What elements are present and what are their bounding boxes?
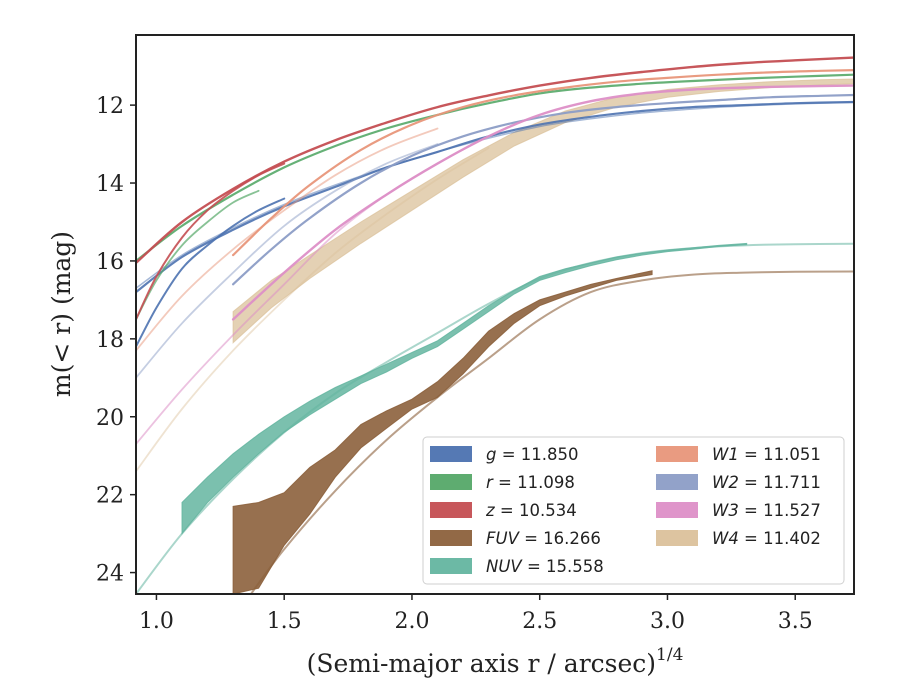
series-line-g-2: [136, 197, 286, 348]
y-tick-label: 20: [96, 406, 124, 431]
y-axis: 12 14 16 18 20 22 24: [96, 94, 136, 587]
series-line-r-2: [136, 189, 260, 321]
series-line-fuv-1: [250, 270, 854, 594]
y-tick-label: 14: [96, 172, 124, 197]
legend-swatch-w4: [656, 530, 698, 546]
y-axis-label: m(< r) (mag): [47, 231, 76, 397]
y-tick-label: 12: [96, 94, 124, 119]
x-tick-label: 3.5: [778, 609, 813, 634]
legend-swatch-r: [430, 474, 472, 490]
series-band-w4: [232, 78, 854, 344]
legend-label-fuv: FUV = 16.266: [486, 529, 601, 548]
legend-frame: [422, 436, 845, 585]
legend: g = 11.850 r = 11.098 z = 10.534 FUV = 16.2…: [422, 436, 845, 585]
legend-label-w4: W4 = 11.402: [712, 529, 821, 548]
legend-label-r: r = 11.098: [486, 473, 575, 492]
legend-swatch-nuv: [430, 558, 472, 574]
series-line-w1-2: [136, 127, 439, 352]
series-line-w3-2: [136, 135, 490, 445]
legend-swatch-w3: [656, 502, 698, 518]
x-tick-label: 2.0: [394, 609, 429, 634]
x-tick-label: 1.0: [139, 609, 174, 634]
series-line-w2-1: [232, 93, 854, 286]
legend-swatch-fuv: [430, 530, 472, 546]
series-line-nuv-1: [136, 242, 854, 594]
legend-swatch-g: [430, 446, 472, 462]
series-line-r-1: [136, 73, 854, 262]
legend-label-nuv: NUV = 15.558: [486, 557, 604, 576]
plot-area: [136, 56, 854, 594]
x-tick-label: 3.0: [650, 609, 685, 634]
x-tick-label: 1.5: [267, 609, 302, 634]
y-tick-label: 22: [96, 484, 124, 509]
plot-frame: [135, 34, 855, 595]
series-line-w4-1: [136, 147, 490, 473]
legend-label-w3: W3 = 11.527: [712, 501, 821, 520]
legend-swatch-w1: [656, 446, 698, 462]
y-tick-label: 18: [96, 328, 124, 353]
series-band-fuv: [232, 270, 653, 594]
x-tick-label: 2.5: [522, 609, 557, 634]
y-tick-label: 16: [96, 250, 124, 275]
x-axis-label-exponent: 1/4: [656, 645, 683, 665]
legend-label-z: z = 10.534: [485, 501, 577, 520]
legend-swatch-w2: [656, 474, 698, 490]
y-tick-label: 24: [96, 562, 124, 587]
x-axis-label: (Semi-major axis r / arcsec)1/4: [307, 645, 684, 678]
legend-swatch-z: [430, 502, 472, 518]
series-line-z-2: [136, 162, 286, 321]
series-line-w2-2: [136, 143, 439, 379]
legend-label-w1: W1 = 11.051: [712, 445, 821, 464]
series-line-g-3: [136, 101, 854, 289]
legend-label-w2: W2 = 11.711: [712, 473, 821, 492]
series-line-w3-1: [231, 84, 854, 321]
legend-label-g: g = 11.850: [486, 445, 579, 464]
series-line-w1-1: [232, 69, 854, 257]
x-axis: 1.0 1.5 2.0 2.5 3.0 3.5: [139, 594, 813, 634]
